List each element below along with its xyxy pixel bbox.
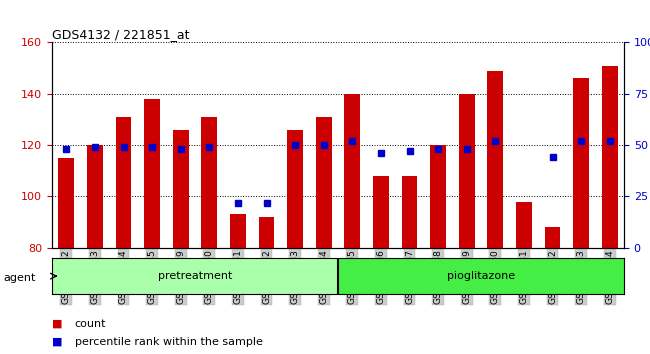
Text: count: count: [75, 319, 106, 329]
Bar: [344, 94, 360, 248]
Bar: [373, 176, 389, 248]
Bar: [202, 117, 217, 248]
Text: ■: ■: [52, 319, 62, 329]
Bar: [144, 99, 160, 248]
Bar: [173, 130, 188, 248]
Bar: [87, 145, 103, 248]
Text: percentile rank within the sample: percentile rank within the sample: [75, 337, 263, 347]
Bar: [58, 158, 74, 248]
Bar: [516, 202, 532, 248]
Bar: [287, 130, 303, 248]
Bar: [316, 117, 332, 248]
Bar: [230, 215, 246, 248]
Bar: [259, 217, 274, 248]
Text: GDS4132 / 221851_at: GDS4132 / 221851_at: [52, 28, 190, 41]
Text: pioglitazone: pioglitazone: [447, 271, 515, 281]
Bar: [459, 94, 474, 248]
Bar: [545, 227, 560, 248]
Text: agent: agent: [3, 273, 36, 283]
Bar: [52, 258, 338, 294]
Bar: [402, 176, 417, 248]
Bar: [430, 145, 446, 248]
Text: ■: ■: [52, 337, 62, 347]
Bar: [116, 117, 131, 248]
Text: pretreatment: pretreatment: [158, 271, 232, 281]
Bar: [573, 79, 589, 248]
Bar: [488, 71, 503, 248]
Bar: [602, 65, 617, 248]
